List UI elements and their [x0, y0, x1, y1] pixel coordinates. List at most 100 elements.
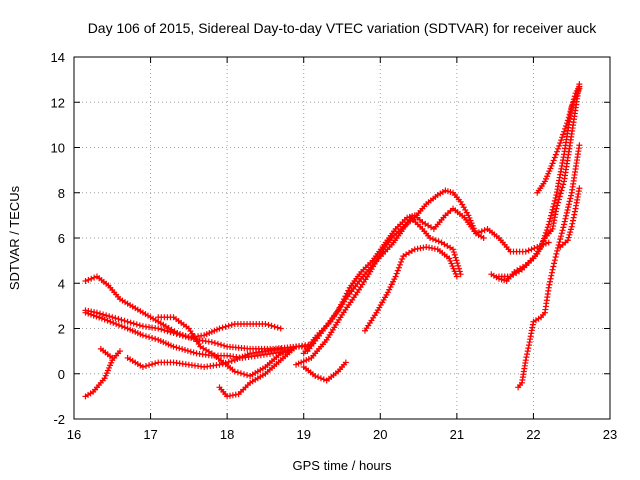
data-point [552, 254, 559, 261]
data-point [475, 229, 482, 236]
data-point [571, 208, 578, 215]
data-point [216, 325, 223, 332]
data-point [478, 228, 485, 235]
data-point [218, 341, 225, 348]
data-point [561, 218, 568, 225]
data-point [82, 309, 89, 316]
data-point [208, 339, 215, 346]
data-point [551, 200, 558, 207]
data-point [182, 333, 189, 340]
data-point [453, 273, 460, 280]
data-point [146, 362, 153, 369]
data-point [127, 319, 134, 326]
y-tick-label: -2 [53, 412, 65, 427]
data-point [179, 332, 186, 339]
data-point [553, 148, 560, 155]
data-point [390, 278, 397, 285]
data-point [560, 181, 567, 188]
data-point [522, 248, 529, 255]
data-point [170, 343, 177, 350]
data-point [398, 258, 405, 265]
data-point [576, 185, 583, 192]
data-point [124, 318, 131, 325]
data-point [121, 324, 128, 331]
series-track-13 [361, 244, 460, 334]
data-point [450, 246, 457, 253]
data-point [568, 223, 575, 230]
data-point [563, 209, 570, 216]
data-point [222, 323, 229, 330]
axes-ticks: 16 17 18 19 20 21 22 23 -2 0 2 4 6 8 10 12 14 [51, 50, 618, 442]
data-point [557, 190, 564, 197]
data-point [312, 373, 319, 380]
data-point [576, 83, 583, 90]
data-point [219, 324, 226, 331]
data-point [473, 230, 479, 237]
data-point [566, 231, 573, 238]
series-line [307, 207, 549, 352]
data-point [545, 221, 552, 228]
data-point [317, 375, 324, 382]
data-point [97, 310, 104, 317]
data-point [565, 114, 572, 121]
data-point [555, 199, 562, 206]
data-point [234, 369, 241, 376]
grid [74, 57, 610, 419]
data-point [211, 339, 218, 346]
data-point [179, 346, 186, 353]
data-point [555, 145, 562, 152]
data-point [121, 317, 128, 324]
data-point [565, 234, 572, 241]
data-point [568, 192, 575, 199]
data-point [394, 267, 401, 274]
data-point [320, 376, 327, 383]
data-point [540, 238, 546, 245]
data-point [386, 286, 393, 293]
data-point [569, 99, 576, 106]
series-group [82, 81, 583, 400]
data-point [558, 230, 565, 237]
data-point [524, 351, 531, 358]
data-point [559, 134, 566, 141]
data-point [113, 320, 120, 327]
data-point [214, 340, 221, 347]
data-point [542, 229, 549, 236]
x-axis-label: GPS time / hours [293, 458, 392, 473]
data-point [101, 316, 108, 323]
data-point [552, 151, 559, 158]
series-line [295, 189, 484, 366]
data-point [544, 224, 551, 231]
data-point [116, 348, 123, 355]
x-tick-label: 18 [220, 427, 234, 442]
data-point [190, 349, 197, 356]
data-point [561, 128, 568, 135]
data-point [216, 361, 223, 368]
data-point [563, 120, 570, 127]
data-point [562, 215, 569, 222]
data-point [158, 326, 165, 333]
data-point [391, 276, 398, 283]
x-tick-label: 17 [143, 427, 157, 442]
data-point [139, 332, 146, 339]
data-point [228, 358, 235, 365]
data-point [155, 325, 162, 332]
data-point [553, 250, 560, 257]
data-point [231, 368, 238, 375]
x-tick-label: 16 [67, 427, 81, 442]
data-point [565, 204, 572, 211]
data-point [558, 187, 565, 194]
series-track-16 [534, 83, 583, 196]
y-tick-label: 4 [58, 276, 65, 291]
data-point [547, 275, 554, 282]
data-point [262, 320, 269, 327]
data-point [559, 227, 566, 234]
data-point [522, 357, 529, 364]
data-point [118, 323, 125, 330]
data-point [110, 319, 117, 326]
data-point [455, 265, 462, 272]
series-track-17 [515, 142, 583, 391]
data-point [548, 269, 555, 276]
x-tick-label: 20 [373, 427, 387, 442]
x-tick-label: 22 [526, 427, 540, 442]
data-point [568, 105, 575, 112]
